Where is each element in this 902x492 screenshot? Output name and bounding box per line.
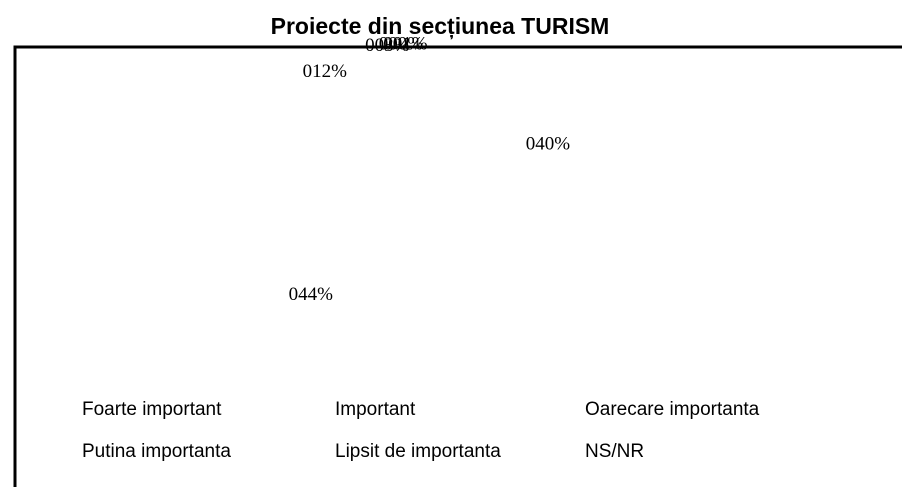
legend-label: Important <box>335 399 416 420</box>
chart-title: Proiecte din secțiunea TURISM <box>271 13 610 40</box>
legend-label: Foarte important <box>82 399 222 420</box>
data-label: 001% <box>383 33 428 54</box>
pie-slice <box>310 136 469 290</box>
legend-label: Oarecare importanta <box>585 399 760 420</box>
data-label: 000% <box>379 34 424 55</box>
plot-frame <box>13 45 902 487</box>
pie-slice <box>325 93 410 190</box>
legend-label: Putina importanta <box>82 441 231 462</box>
legend-label: Lipsit de importanta <box>335 441 501 462</box>
data-label: 003% <box>365 35 410 56</box>
pie-slice <box>403 90 410 190</box>
data-label: 040% <box>526 134 571 155</box>
pie-slice <box>385 90 410 190</box>
pie-slice <box>410 90 510 271</box>
legend-label: NS/NR <box>585 441 644 462</box>
data-label: 012% <box>303 61 348 82</box>
data-label: 044% <box>289 284 334 305</box>
